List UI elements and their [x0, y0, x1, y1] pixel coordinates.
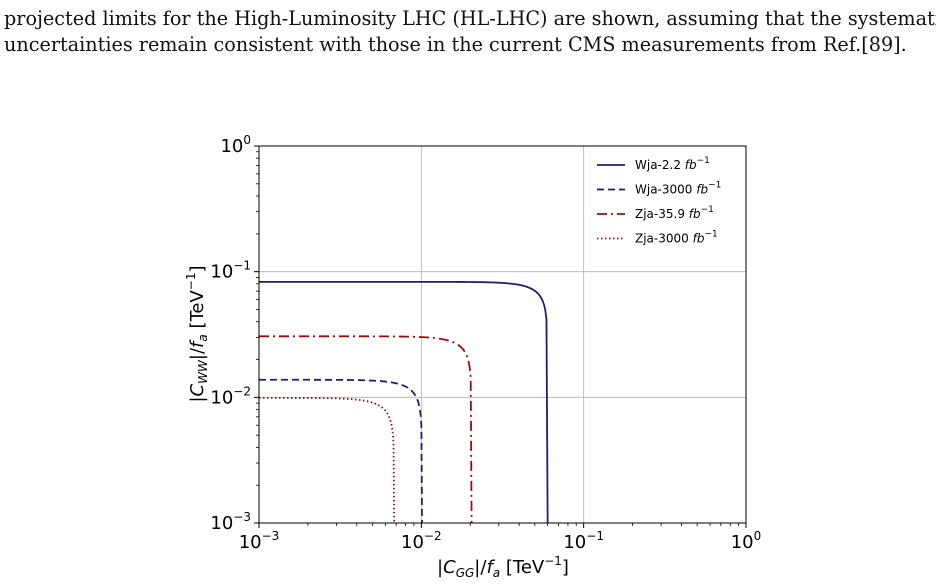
x-tick-label: 100 — [731, 529, 762, 553]
plot-frame — [258, 145, 747, 524]
series-line-zja-35-9 — [259, 335, 473, 524]
legend: Wja-2.2 fb−1 Wja-3000 fb−1 Zja-35.9 fb−1 Zj… — [597, 156, 721, 246]
x-tick-label: 10−3 — [239, 529, 280, 553]
legend-label: Zja-35.9 fb−1 — [635, 205, 714, 221]
series-line-zja-3000 — [259, 396, 396, 524]
x-tick-label: 10−1 — [563, 529, 604, 553]
y-tick-label: 100 — [220, 133, 251, 157]
series-line-wja-2-2 — [259, 280, 549, 524]
series-line-wja-3000 — [259, 378, 423, 524]
caption-line-2: uncertainties remain consistent with tho… — [4, 33, 907, 56]
legend-label: Zja-3000 fb−1 — [635, 230, 718, 246]
y-tick-label: 10−3 — [210, 510, 251, 534]
y-tick-label: 10−1 — [210, 259, 251, 283]
ticks: 10−3 10−2 10−1 100 10−3 10−2 10−1 100 — [210, 133, 761, 553]
legend-label: Wja-3000 fb−1 — [635, 181, 721, 197]
x-tick-label: 10−2 — [401, 529, 442, 553]
caption-line-1: projected limits for the High-Luminosity… — [4, 7, 936, 30]
grid — [259, 146, 746, 523]
caption: projected limits for the High-Luminosity… — [4, 6, 936, 58]
y-tick-label: 10−2 — [210, 384, 251, 408]
y-axis-label: |CWW|/fa [TeV−1] — [184, 265, 210, 402]
curves — [259, 280, 549, 524]
legend-label: Wja-2.2 fb−1 — [635, 156, 710, 172]
x-axis-label: |CGG|/fa [TeV−1] — [437, 554, 569, 580]
